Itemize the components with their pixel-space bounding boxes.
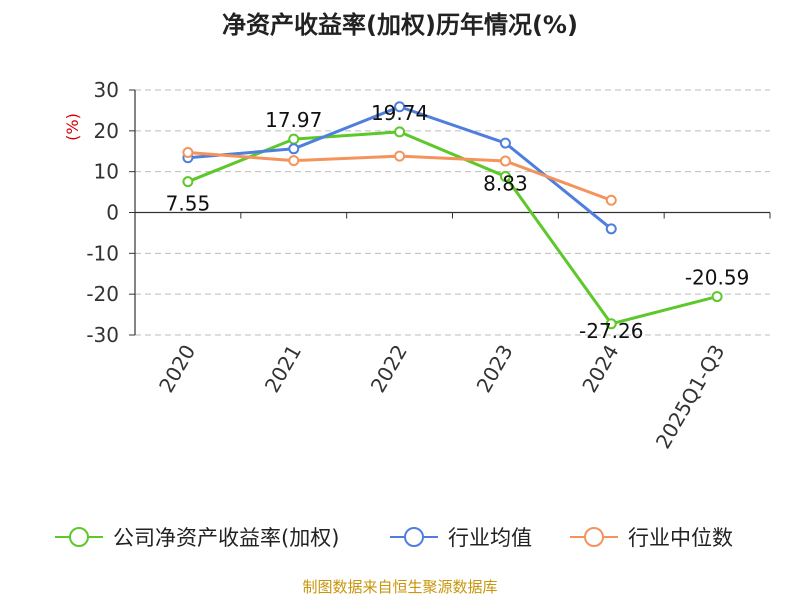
x-tick-label: 2025Q1-Q3	[651, 341, 730, 453]
data-point	[394, 126, 406, 138]
data-point	[711, 291, 723, 303]
y-tick-label: 10	[94, 160, 119, 184]
data-point	[499, 155, 511, 167]
data-label: -20.59	[685, 266, 749, 290]
axes: 30 20 10 0 -10 -20 -30 2020 2021 2022 2023 2024 2025…	[86, 78, 771, 453]
x-tick-label: 2023	[472, 341, 518, 397]
x-tick-label: 2022	[366, 341, 412, 397]
y-tick-label: -20	[86, 282, 119, 306]
data-point	[605, 318, 617, 330]
data-point	[605, 194, 617, 206]
y-tick-label: 20	[94, 119, 119, 143]
data-point	[394, 150, 406, 162]
data-point	[182, 176, 194, 188]
legend: 公司净资产收益率(加权) 行业均值 行业中位数	[55, 526, 733, 550]
x-tick-label: 2024	[577, 341, 623, 397]
data-label: 17.97	[265, 108, 322, 132]
data-label: 8.83	[483, 171, 528, 195]
data-label: 19.74	[371, 101, 428, 125]
y-tick-label: -30	[86, 323, 119, 347]
data-point	[182, 146, 194, 158]
legend-label-1: 行业均值	[448, 526, 532, 550]
y-tick-label: 30	[94, 78, 119, 102]
source-note: 制图数据来自恒生聚源数据库	[302, 578, 497, 596]
legend-label-0: 公司净资产收益率(加权)	[113, 526, 339, 550]
legend-label-2: 行业中位数	[628, 526, 733, 550]
data-point	[288, 155, 300, 167]
legend-marker-0	[69, 527, 89, 547]
y-tick-label: 0	[106, 201, 119, 225]
data-point	[288, 133, 300, 145]
grid-lines	[135, 89, 770, 336]
x-tick-label: 2020	[154, 341, 200, 397]
x-tick-label: 2021	[260, 341, 306, 397]
series-line-1	[187, 105, 613, 230]
y-tick-label: -10	[86, 241, 119, 265]
data-label: -27.26	[579, 319, 643, 343]
data-point	[394, 101, 406, 113]
data-point	[288, 143, 300, 155]
y-axis-unit-label: (%)	[63, 113, 82, 141]
series-line-0	[187, 130, 718, 326]
legend-marker-1	[404, 527, 424, 547]
data-point	[499, 170, 511, 182]
data-label: 7.55	[166, 192, 211, 216]
legend-marker-2	[584, 527, 604, 547]
series-layer: 7.55 17.97 19.74 8.83 -27.26 -20.59	[166, 101, 750, 343]
data-point	[605, 223, 617, 235]
data-point	[499, 137, 511, 149]
chart-title: 净资产收益率(加权)历年情况(%)	[222, 11, 578, 39]
